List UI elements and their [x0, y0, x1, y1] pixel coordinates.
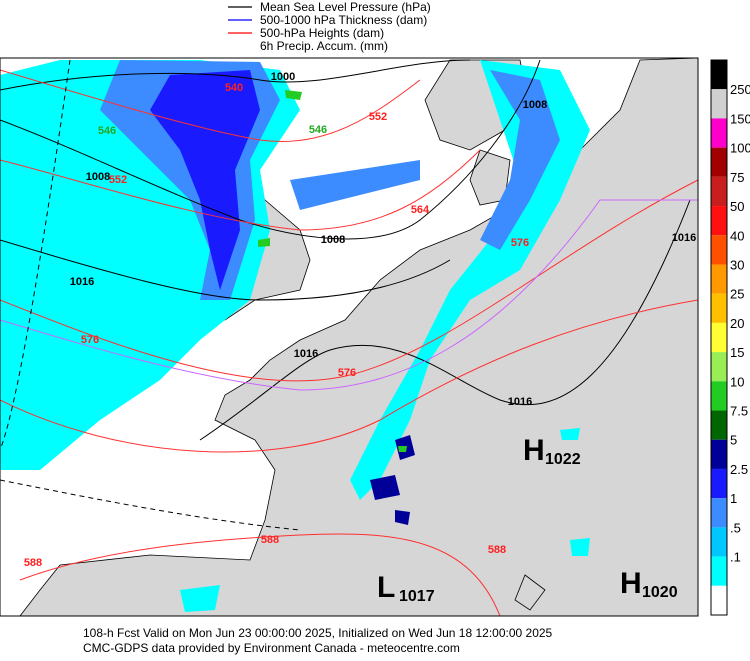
map-frame: [0, 57, 699, 617]
colorbar-label: 15: [730, 345, 744, 360]
contour-label: 1008: [86, 171, 110, 183]
colorbar-swatch: [711, 176, 727, 207]
contour-label: 564: [411, 204, 430, 216]
colorbar-swatch: [711, 352, 727, 382]
colorbar-label: 20: [730, 316, 744, 331]
colorbar-label: 100: [730, 141, 750, 156]
isobar: [0, 59, 541, 240]
center-value: 1022: [545, 451, 581, 468]
legend-label: 500-1000 hPa Thickness (dam): [260, 13, 427, 27]
colorbar-swatch: [711, 118, 727, 148]
colorbar-label: 250: [730, 82, 750, 97]
contour-label: 1000: [271, 71, 295, 83]
colorbar-swatch: [711, 206, 727, 236]
colorbar-swatch: [711, 585, 727, 615]
contour-label: 588: [24, 557, 42, 569]
contour-label: 576: [338, 367, 356, 379]
contour-label: 546: [309, 124, 327, 136]
precip-cells: [370, 435, 415, 525]
colorbar-swatch: [711, 468, 727, 499]
precip-east-mod: [480, 70, 560, 250]
contour-label: 1016: [508, 396, 532, 408]
colorbar-label: 40: [730, 228, 744, 243]
colorbar-label: 5: [730, 433, 737, 448]
contour-label: 1008: [321, 234, 345, 246]
legend-label: 6h Precip. Accum. (mm): [260, 39, 388, 53]
colorbar-swatch: [711, 381, 727, 411]
height-line: [0, 69, 421, 142]
contour-label: 576: [81, 334, 99, 346]
colorbar-swatch: [711, 556, 727, 586]
center-value: 1020: [642, 584, 678, 601]
isobar: [0, 239, 451, 301]
contour-label: 1016: [70, 276, 94, 288]
colorbar-label: 2.5: [730, 462, 748, 477]
footer-line: 108-h Fcst Valid on Mon Jun 23 00:00:00 …: [83, 626, 553, 640]
colorbar-label: 50: [730, 199, 744, 214]
colorbar-label: .1: [730, 550, 741, 565]
precipitation: [0, 60, 590, 612]
colorbar-label: 150: [730, 111, 750, 126]
contour-label: 546: [98, 125, 116, 137]
center-letter: H: [620, 567, 642, 600]
center-value: 1017: [399, 588, 435, 605]
isobar: [0, 59, 471, 91]
map: 1000 1008 1008 1008 1016 1016 1016 1016 540 552 55…: [0, 57, 699, 617]
colorbar-label: .5: [730, 520, 741, 535]
colorbar-swatch: [711, 60, 727, 90]
colorbar-swatch: [711, 498, 727, 528]
center-letter: H: [523, 434, 545, 467]
colorbar-label: 7.5: [730, 404, 748, 419]
colorbar-label: 75: [730, 170, 744, 185]
colorbar-swatch: [711, 322, 727, 353]
colorbar-swatch: [711, 264, 727, 294]
precip-band: [290, 160, 420, 210]
contour-label: 1016: [672, 232, 696, 244]
colorbar-swatch: [711, 410, 727, 440]
colorbar-swatch: [711, 89, 727, 119]
legend: Mean Sea Level Pressure (hPa)500-1000 hP…: [228, 0, 431, 53]
contours: [0, 59, 699, 617]
contour-label: 576: [511, 237, 529, 249]
colorbar-frame: [710, 59, 728, 616]
contour-label: 552: [369, 111, 387, 123]
legend-label: 500-hPa Heights (dam): [260, 26, 384, 40]
contour-label: 1008: [523, 99, 547, 111]
height-line: [0, 299, 699, 453]
colorbar-swatch: [711, 439, 727, 469]
colorbar-swatch: [711, 235, 727, 265]
colorbar-swatch: [711, 293, 727, 323]
contour-label: 588: [488, 544, 506, 556]
height-line: [0, 149, 481, 231]
footer: 108-h Fcst Valid on Mon Jun 23 00:00:00 …: [83, 626, 553, 655]
center-letter: L: [377, 571, 395, 604]
contour-label: 552: [109, 174, 127, 186]
colorbar-label: 10: [730, 374, 744, 389]
colorbar-swatch: [711, 527, 727, 557]
precip-heavy: [150, 70, 260, 290]
footer-line: CMC-GDPS data provided by Environment Ca…: [83, 641, 460, 655]
contour-label: 540: [225, 82, 243, 94]
boundary-dashed: [0, 479, 301, 531]
thickness-line: [0, 199, 698, 391]
contour-labels: 1000 1008 1008 1008 1016 1016 1016 1016 540 552 55…: [24, 71, 696, 569]
height-line: [19, 533, 501, 617]
contour-label: 1016: [294, 348, 318, 360]
colorbar-label: 30: [730, 257, 744, 272]
isobar: [199, 199, 691, 441]
colorbar-label: 25: [730, 287, 744, 302]
colorbar-label: 1: [730, 491, 737, 506]
colorbar-swatch: [711, 147, 727, 177]
legend-label: Mean Sea Level Pressure (hPa): [260, 0, 431, 14]
contour-label: 588: [261, 534, 279, 546]
colorbar: 250 150 100 75 50 40 30 25 20 15 10 7.5 5 2.5 1 .5 .1: [710, 59, 750, 616]
height-line: [0, 179, 699, 382]
